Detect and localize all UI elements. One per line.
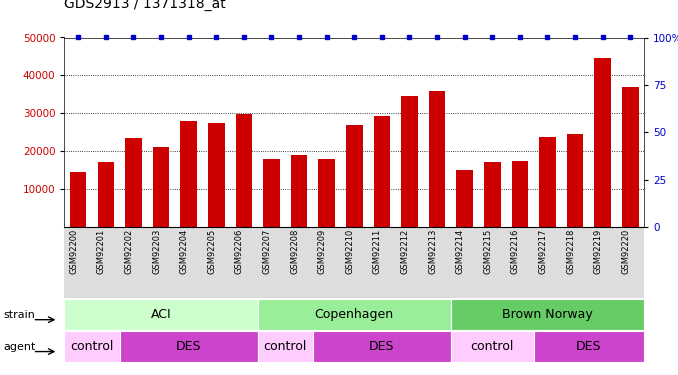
Text: GSM92206: GSM92206 [235, 229, 244, 274]
Bar [208, 123, 224, 227]
Bar [98, 162, 114, 227]
Bar [456, 170, 473, 227]
Text: GSM92201: GSM92201 [97, 229, 106, 274]
Text: GSM92219: GSM92219 [594, 229, 603, 274]
Text: ACI: ACI [151, 308, 172, 321]
Bar [263, 159, 280, 227]
Text: GSM92203: GSM92203 [152, 229, 161, 274]
Bar [346, 124, 363, 227]
Text: GSM92209: GSM92209 [318, 229, 327, 274]
Text: GSM92200: GSM92200 [69, 229, 78, 274]
Text: GSM92220: GSM92220 [621, 229, 631, 274]
Bar [622, 87, 639, 227]
Text: control: control [71, 340, 114, 353]
Bar [374, 116, 390, 227]
Bar [180, 121, 197, 227]
Text: GSM92216: GSM92216 [511, 229, 520, 274]
Bar [235, 114, 252, 227]
Text: GSM92212: GSM92212 [401, 229, 410, 274]
Bar [567, 134, 583, 227]
Text: GSM92217: GSM92217 [538, 229, 548, 274]
Text: GSM92211: GSM92211 [373, 229, 382, 274]
Bar [153, 147, 170, 227]
Bar [595, 58, 611, 227]
Text: Brown Norway: Brown Norway [502, 308, 593, 321]
Bar [125, 138, 142, 227]
Text: control: control [264, 340, 307, 353]
Text: control: control [471, 340, 514, 353]
Text: GSM92207: GSM92207 [262, 229, 271, 274]
Text: agent: agent [3, 342, 36, 351]
Text: GSM92208: GSM92208 [290, 229, 299, 274]
Text: Copenhagen: Copenhagen [315, 308, 394, 321]
Bar [319, 159, 335, 227]
Text: GSM92214: GSM92214 [456, 229, 464, 274]
Bar [291, 155, 307, 227]
Bar [401, 96, 418, 227]
Text: GSM92205: GSM92205 [207, 229, 216, 274]
Text: GSM92202: GSM92202 [125, 229, 134, 274]
Bar [70, 172, 87, 227]
Text: GSM92215: GSM92215 [483, 229, 492, 274]
Bar [539, 137, 556, 227]
Text: strain: strain [3, 310, 35, 320]
Bar [484, 162, 500, 227]
Text: GDS2913 / 1371318_at: GDS2913 / 1371318_at [64, 0, 226, 11]
Bar [428, 91, 445, 227]
Text: DES: DES [176, 340, 201, 353]
Text: DES: DES [369, 340, 395, 353]
Text: DES: DES [576, 340, 601, 353]
Text: GSM92218: GSM92218 [566, 229, 575, 274]
Text: GSM92204: GSM92204 [180, 229, 188, 274]
Bar [512, 160, 528, 227]
Text: GSM92213: GSM92213 [428, 229, 437, 274]
Text: GSM92210: GSM92210 [345, 229, 354, 274]
